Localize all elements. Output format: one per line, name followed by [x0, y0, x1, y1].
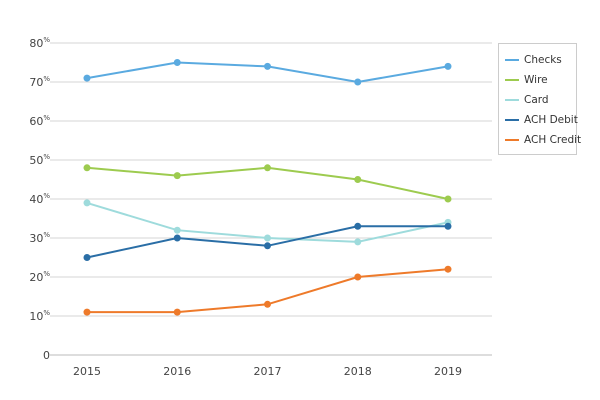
- data-point: [444, 265, 452, 273]
- y-tick-value: 10: [29, 310, 43, 323]
- y-tick-value: 30: [29, 232, 43, 245]
- y-tick-value: 0: [43, 349, 50, 362]
- y-tick-value: 80: [29, 37, 43, 50]
- legend-label: ACH Credit: [524, 134, 582, 146]
- data-point: [354, 273, 362, 281]
- data-point: [264, 300, 271, 308]
- data-point: [354, 176, 362, 183]
- y-tick-label: 40%: [29, 192, 50, 206]
- legend-swatch: [505, 59, 519, 61]
- legend-item: ACH Debit: [505, 110, 578, 130]
- legend-label: ACH Debit: [524, 114, 578, 126]
- data-point: [354, 222, 362, 230]
- series-line-wire: [86, 166, 449, 200]
- x-tick-label: 2018: [344, 365, 372, 378]
- data-point: [173, 308, 181, 316]
- data-point: [264, 164, 271, 172]
- legend-label: Card: [524, 94, 549, 106]
- data-point: [83, 254, 91, 261]
- legend-item: Wire: [505, 70, 576, 90]
- y-tick-suffix: %: [43, 75, 50, 83]
- legend-item: Checks: [505, 50, 576, 70]
- data-point: [173, 59, 181, 66]
- y-tick-suffix: %: [43, 153, 50, 161]
- y-tick-label: 30%: [29, 231, 50, 245]
- y-tick-value: 70: [29, 76, 43, 89]
- legend-swatch: [505, 79, 519, 81]
- y-tick-suffix: %: [43, 192, 50, 200]
- x-tick-label: 2019: [434, 365, 462, 378]
- y-tick-suffix: %: [43, 36, 50, 44]
- x-tick-label: 2015: [73, 365, 101, 378]
- y-tick-label: 70%: [29, 75, 50, 89]
- y-tick-suffix: %: [43, 114, 50, 122]
- y-tick-value: 20: [29, 271, 43, 284]
- legend-swatch: [505, 99, 519, 101]
- y-tick-label: 0: [43, 349, 50, 362]
- legend-label: Checks: [524, 54, 562, 66]
- data-point: [444, 62, 452, 70]
- legend-item: ACH Credit: [505, 130, 581, 150]
- y-tick-label: 50%: [29, 153, 50, 167]
- data-point: [173, 172, 181, 180]
- y-tick-value: 50: [29, 154, 43, 167]
- y-tick-value: 60: [29, 115, 43, 128]
- series-line-ach-debit: [86, 225, 448, 259]
- y-tick-label: 20%: [29, 270, 50, 284]
- data-point: [444, 222, 452, 230]
- legend-label: Wire: [524, 74, 548, 86]
- data-point: [264, 62, 271, 70]
- data-point: [264, 234, 271, 242]
- legend: Checks Wire Card ACH Debit ACH Credit: [498, 43, 581, 155]
- y-tick-suffix: %: [43, 309, 50, 317]
- data-point: [83, 199, 91, 207]
- legend-swatch: [505, 119, 519, 121]
- y-tick-suffix: %: [43, 270, 50, 278]
- x-tick-label: 2017: [254, 365, 282, 378]
- data-point: [173, 234, 181, 242]
- legend-swatch: [505, 139, 519, 141]
- y-tick-label: 60%: [29, 114, 50, 128]
- legend-item: Card: [505, 90, 576, 110]
- y-tick-value: 40: [29, 193, 43, 206]
- data-point: [444, 195, 452, 203]
- data-point: [354, 238, 362, 246]
- data-point: [83, 164, 91, 172]
- x-tick-label: 2016: [163, 365, 191, 378]
- data-point: [83, 308, 91, 316]
- y-tick-label: 10%: [29, 309, 50, 323]
- y-tick-suffix: %: [43, 231, 50, 239]
- data-point: [354, 78, 362, 86]
- y-tick-label: 80%: [29, 36, 50, 50]
- data-point: [173, 226, 181, 234]
- data-point: [83, 74, 91, 82]
- data-point: [264, 242, 271, 250]
